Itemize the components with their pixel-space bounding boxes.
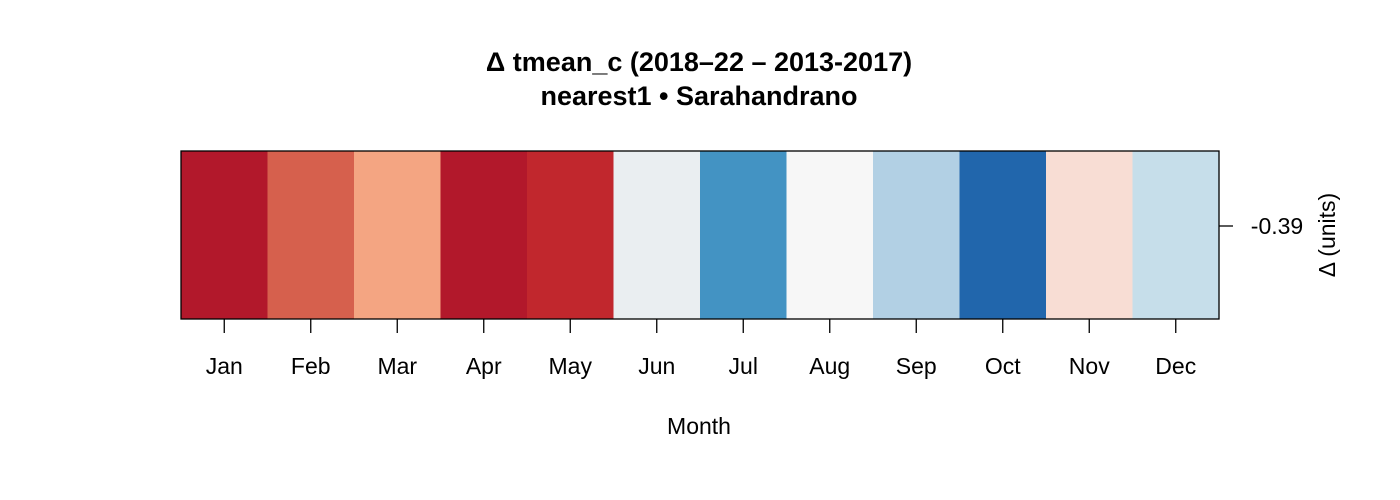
y-tick-label: -0.39 bbox=[1251, 213, 1303, 239]
heatmap-cell-dec bbox=[1132, 151, 1220, 319]
x-tick-label-aug: Aug bbox=[809, 353, 850, 379]
x-axis-label: Month bbox=[667, 413, 731, 439]
plot-frame bbox=[180, 150, 1220, 320]
heatmap-cell-oct bbox=[959, 151, 1047, 319]
x-axis: Jan Feb Mar Apr May Jun Jul Aug Sep Oct Nov Dec bbox=[206, 319, 1196, 379]
x-tick-label-may: May bbox=[549, 353, 593, 379]
x-tick-label-oct: Oct bbox=[985, 353, 1021, 379]
x-tick-label-jul: Jul bbox=[729, 353, 758, 379]
x-tick-label-apr: Apr bbox=[466, 353, 502, 379]
x-tick-label-feb: Feb bbox=[291, 353, 331, 379]
x-tick-label-nov: Nov bbox=[1069, 353, 1110, 379]
y-axis: -0.39 bbox=[1219, 213, 1303, 239]
x-tick-label-mar: Mar bbox=[377, 353, 417, 379]
heatmap-cell-apr bbox=[440, 151, 528, 319]
heatmap-cell-mar bbox=[354, 151, 442, 319]
x-tick-label-jan: Jan bbox=[206, 353, 243, 379]
chart-title: Δ tmean_c (2018–22 – 2013-2017) bbox=[486, 47, 912, 77]
x-tick-label-jun: Jun bbox=[638, 353, 675, 379]
heatmap-cell-aug bbox=[786, 151, 874, 319]
heatmap-cell-jun bbox=[613, 151, 701, 319]
y-axis-label: Δ (units) bbox=[1314, 193, 1340, 277]
heatmap-cell-nov bbox=[1046, 151, 1134, 319]
heatmap-cell-jan bbox=[181, 151, 269, 319]
heatmap-cell-jul bbox=[700, 151, 788, 319]
heatmap-cell-feb bbox=[267, 151, 355, 319]
heatmap-cell-may bbox=[527, 151, 615, 319]
x-tick-label-dec: Dec bbox=[1155, 353, 1196, 379]
heatmap-cells bbox=[181, 151, 1220, 319]
x-tick-label-sep: Sep bbox=[896, 353, 937, 379]
heatmap-cell-sep bbox=[873, 151, 961, 319]
chart-subtitle: nearest1 • Sarahandrano bbox=[540, 81, 857, 111]
